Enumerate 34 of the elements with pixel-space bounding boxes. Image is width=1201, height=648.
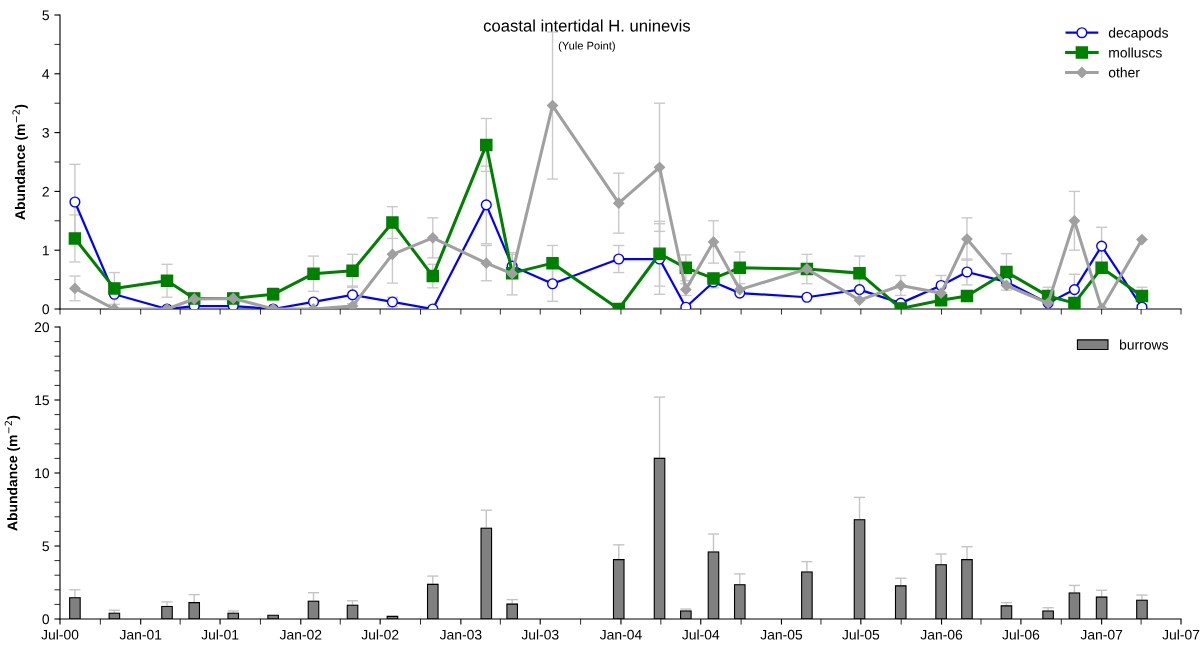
y-tick-label: 0 xyxy=(42,304,50,315)
x-tick-label: Jul-01 xyxy=(201,629,239,640)
text: (Yule Point) xyxy=(558,41,615,52)
legend-label: molluscs xyxy=(1109,47,1162,58)
y-tick-label: 2 xyxy=(42,186,49,197)
x-tick-label: Jul-02 xyxy=(361,629,399,640)
y-axis-title: Abundance (m$^{−2}$) xyxy=(12,104,28,220)
y-tick-label: 3 xyxy=(42,127,49,138)
y-tick-label: 20 xyxy=(34,322,50,333)
legend-label: burrows xyxy=(1120,339,1168,350)
legend-label: decapods xyxy=(1108,27,1168,41)
y-tick-label: 1 xyxy=(42,245,49,256)
y-tick-label: 5 xyxy=(42,10,49,21)
y-tick-label: 0 xyxy=(42,614,50,625)
x-tick-label: Jan-01 xyxy=(119,629,162,640)
x-tick-label: Jul-00 xyxy=(41,629,79,640)
y-tick-label: 4 xyxy=(42,69,50,79)
y-tick-label: 15 xyxy=(35,395,49,406)
x-tick-label: Jan-02 xyxy=(279,629,322,640)
x-tick-label: Jul-03 xyxy=(521,629,559,640)
y-tick-label: 10 xyxy=(35,468,50,479)
chart-title: coastal intertidal H. uninevis xyxy=(483,19,691,32)
x-tick-label: Jul-04 xyxy=(682,629,720,640)
x-tick-label: Jan-04 xyxy=(599,629,642,640)
x-tick-label: Jan-07 xyxy=(1080,629,1123,640)
x-tick-label: Jul-05 xyxy=(842,629,880,640)
x-tick-label: Jan-06 xyxy=(920,629,963,640)
y-tick-label: 5 xyxy=(42,541,49,552)
x-tick-label: Jan-03 xyxy=(439,629,482,640)
legend-label: other xyxy=(1108,67,1140,78)
x-tick-label: Jul-06 xyxy=(1002,629,1040,640)
y-axis-title: Abundance (m$^{−2}$) xyxy=(4,415,21,531)
x-tick-label: Jul-07 xyxy=(1162,629,1200,640)
x-tick-label: Jan-05 xyxy=(760,629,803,640)
